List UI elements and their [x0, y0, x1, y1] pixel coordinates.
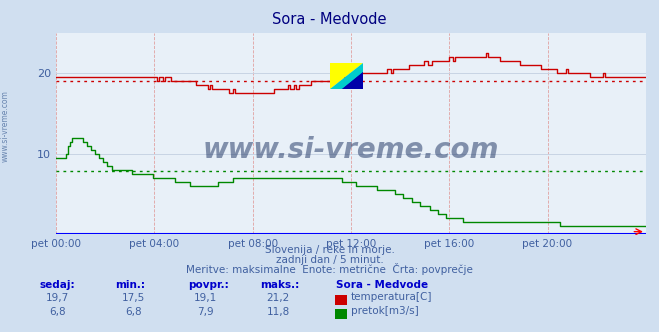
- Polygon shape: [342, 72, 363, 89]
- Text: 19,7: 19,7: [45, 293, 69, 303]
- Text: pretok[m3/s]: pretok[m3/s]: [351, 306, 418, 316]
- Text: povpr.:: povpr.:: [188, 280, 229, 290]
- Text: zadnji dan / 5 minut.: zadnji dan / 5 minut.: [275, 255, 384, 265]
- Text: Sora - Medvode: Sora - Medvode: [272, 12, 387, 27]
- Text: sedaj:: sedaj:: [40, 280, 75, 290]
- Text: min.:: min.:: [115, 280, 146, 290]
- Polygon shape: [330, 63, 363, 89]
- Polygon shape: [330, 63, 363, 89]
- Text: 19,1: 19,1: [194, 293, 217, 303]
- Text: 6,8: 6,8: [49, 307, 66, 317]
- Text: Slovenija / reke in morje.: Slovenija / reke in morje.: [264, 245, 395, 255]
- Text: 11,8: 11,8: [266, 307, 290, 317]
- Text: temperatura[C]: temperatura[C]: [351, 292, 432, 302]
- Text: 7,9: 7,9: [197, 307, 214, 317]
- Text: maks.:: maks.:: [260, 280, 300, 290]
- Polygon shape: [342, 72, 363, 89]
- Text: 17,5: 17,5: [121, 293, 145, 303]
- Text: Meritve: maksimalne  Enote: metrične  Črta: povprečje: Meritve: maksimalne Enote: metrične Črta…: [186, 263, 473, 275]
- Text: www.si-vreme.com: www.si-vreme.com: [1, 90, 10, 162]
- Text: www.si-vreme.com: www.si-vreme.com: [203, 136, 499, 164]
- Text: 21,2: 21,2: [266, 293, 290, 303]
- Text: 6,8: 6,8: [125, 307, 142, 317]
- Text: Sora - Medvode: Sora - Medvode: [336, 280, 428, 290]
